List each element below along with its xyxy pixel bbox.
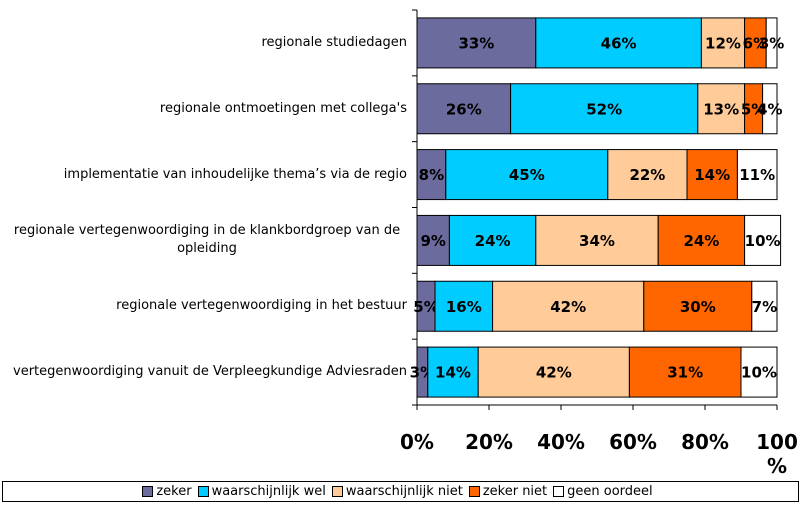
value-label: 22% [629, 166, 665, 184]
value-label: 13% [703, 100, 739, 118]
bar-segment [448, 214, 537, 266]
value-label: 33% [458, 34, 494, 52]
bar-segment [416, 214, 450, 266]
bar-segment [686, 149, 738, 201]
bar-segment [765, 17, 778, 69]
legend-swatch [142, 486, 154, 497]
legend-label: zeker niet [482, 484, 548, 499]
bar-segment [434, 280, 494, 332]
x-tick-label: 20% [465, 430, 513, 454]
value-label: 4% [757, 100, 782, 118]
bar-segment [751, 280, 778, 332]
legend-swatch [331, 486, 343, 497]
value-label: 7% [752, 298, 777, 316]
x-tick-label: 80% [681, 430, 729, 454]
legend-swatch [553, 486, 565, 497]
value-label: 8% [419, 166, 444, 184]
legend-label: waarschijnlijk wel [211, 484, 326, 499]
value-label: 16% [446, 298, 482, 316]
value-label: 5% [413, 298, 438, 316]
bar-segment [445, 149, 609, 201]
value-label: 42% [550, 298, 586, 316]
legend-swatch [197, 486, 209, 497]
value-label: 9% [420, 232, 445, 250]
value-label: 6% [743, 34, 768, 52]
value-label: 14% [694, 166, 730, 184]
value-label: 52% [586, 100, 622, 118]
value-label: 11% [739, 166, 775, 184]
value-label: 10% [741, 364, 777, 382]
legend-label: zeker [156, 484, 192, 499]
category-label: regionale vertegenwoordiging in de klank… [13, 223, 401, 257]
bar-segment [607, 149, 688, 201]
bar-segment [736, 149, 778, 201]
value-label: 30% [680, 298, 716, 316]
value-label: 31% [667, 364, 703, 382]
value-label: 14% [435, 364, 471, 382]
bar-segment [657, 214, 746, 266]
value-label: 46% [601, 34, 637, 52]
category-label: regionale vertegenwoordiging in het best… [116, 298, 407, 314]
category-label: implementatie van inhoudelijke thema’s v… [63, 166, 407, 182]
bar-segment [427, 346, 479, 398]
bar-segment [628, 346, 742, 398]
legend-label: waarschijnlijk niet [345, 484, 463, 499]
bar-segment [416, 149, 447, 201]
value-label: 12% [705, 34, 741, 52]
value-label: 5% [741, 100, 766, 118]
value-label: 10% [745, 232, 781, 250]
value-label: 3% [759, 34, 784, 52]
value-label: 24% [475, 232, 511, 250]
x-tick-label: 40% [537, 430, 585, 454]
legend-item: waarschijnlijk wel [197, 484, 326, 499]
value-label: 45% [509, 166, 545, 184]
bar-segment [535, 214, 659, 266]
x-tick-label: 60% [609, 430, 657, 454]
bar-segment [492, 280, 645, 332]
legend-item: geen oordeel [553, 484, 653, 499]
value-label: 34% [579, 232, 615, 250]
value-label: 42% [536, 364, 572, 382]
category-label: regionale studiedagen [261, 34, 407, 50]
category-label: vertegenwoordiging vanuit de Verpleegkun… [13, 364, 407, 380]
legend: zeker waarschijnlijk wel waarschijnlijk ni… [2, 481, 799, 502]
value-label: 24% [683, 232, 719, 250]
bar-segment [740, 346, 778, 398]
category-label: regionale ontmoetingen met collega's [159, 100, 407, 116]
x-tick-label: 0% [400, 430, 434, 454]
x-tick-label: 100 % [756, 430, 798, 478]
bar-segment [477, 346, 630, 398]
value-label: 26% [446, 100, 482, 118]
bar-segment [697, 83, 746, 135]
legend-swatch [468, 486, 480, 497]
bar-segment [762, 83, 778, 135]
legend-item: zeker niet [468, 484, 548, 499]
legend-label: geen oordeel [567, 484, 653, 499]
legend-item: zeker [142, 484, 192, 499]
bar-segment [416, 17, 537, 69]
bar-segment [416, 83, 512, 135]
legend-item: waarschijnlijk niet [331, 484, 463, 499]
bar-segment [744, 214, 782, 266]
